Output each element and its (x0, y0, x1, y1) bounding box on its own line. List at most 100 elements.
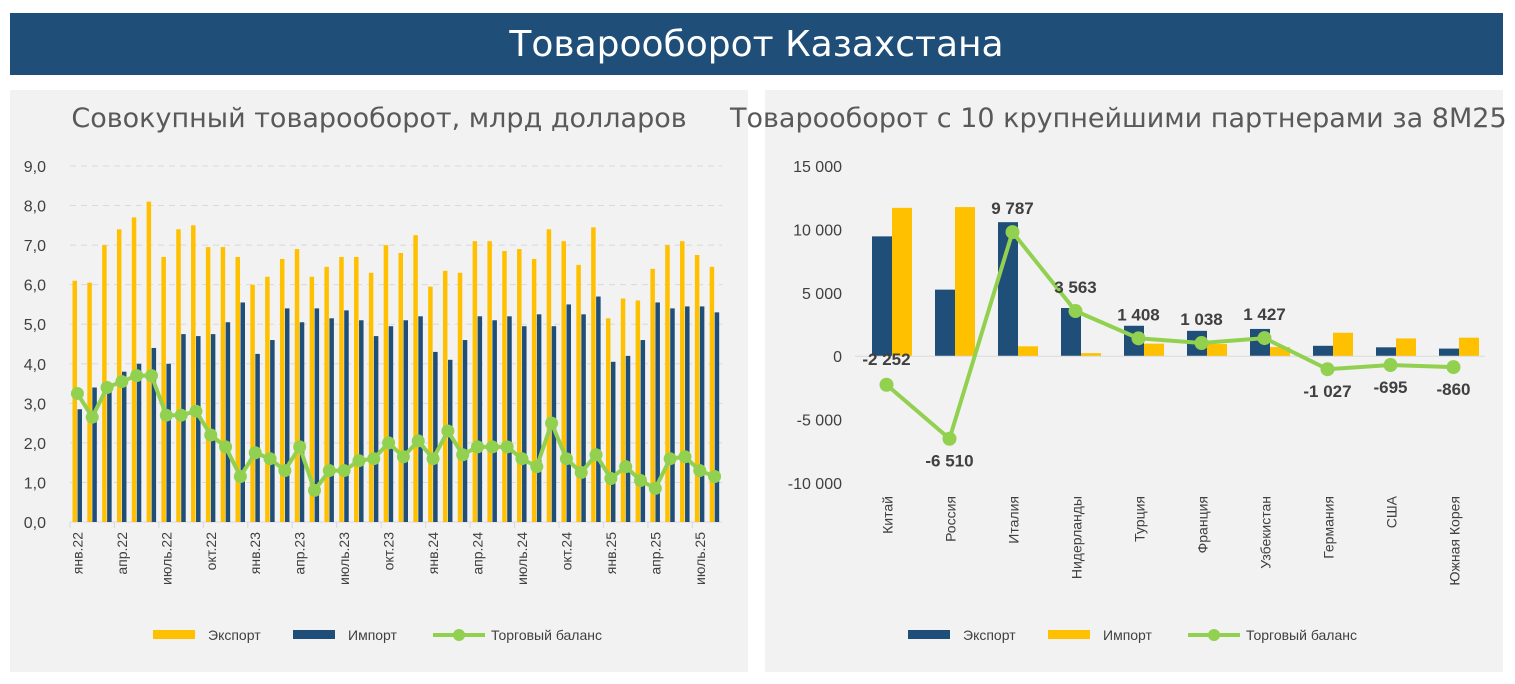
balance-point (456, 448, 470, 462)
import-bar (255, 353, 260, 522)
import-bar (299, 322, 305, 522)
import-bar (314, 308, 320, 522)
balance-point (352, 454, 366, 468)
export-bar (116, 229, 122, 523)
legend-label: Торговый баланс (491, 627, 602, 643)
legend-swatch-1 (293, 630, 335, 639)
balance-point (708, 470, 722, 484)
export-bar (146, 201, 152, 522)
balance-point (589, 448, 603, 462)
balance-point (619, 460, 633, 474)
export-bar (161, 256, 166, 522)
export-bar (428, 286, 433, 522)
import-bar (581, 314, 586, 522)
export-bar (531, 258, 537, 522)
y-tick-label: 1,0 (24, 475, 46, 492)
import-bar (403, 320, 408, 522)
balance-point (337, 464, 351, 478)
export-bar (665, 245, 670, 522)
balance-point (515, 452, 529, 466)
x-tick-label: апр.25 (647, 532, 663, 575)
y-tick-label: 0,0 (24, 515, 46, 532)
x-tick-label: апр.23 (292, 532, 308, 575)
y-tick-label: 2,0 (24, 436, 46, 453)
x-tick-label: янв.23 (247, 532, 263, 574)
balance-point (367, 452, 381, 466)
balance-point (485, 440, 499, 454)
balance-point (545, 416, 559, 430)
balance-point (604, 471, 618, 485)
balance-point (308, 483, 321, 497)
balance-point (382, 436, 396, 450)
import-bar (166, 363, 171, 522)
import-bar (77, 409, 82, 522)
import-bar (151, 347, 157, 522)
import-bar (225, 322, 231, 522)
import-bar (107, 391, 112, 522)
import-bar (136, 363, 142, 522)
legend-label: Экспорт (208, 627, 261, 643)
export-bar (487, 241, 492, 522)
export-bar (561, 241, 566, 522)
balance-point (145, 369, 158, 383)
export-bar (635, 300, 641, 522)
import-bar (373, 336, 379, 522)
export-bar (650, 268, 655, 522)
import-bar (359, 320, 364, 522)
balance-point (219, 440, 233, 454)
import-bar (210, 334, 216, 522)
x-tick-label: янв.22 (69, 532, 85, 574)
balance-point (396, 450, 410, 464)
export-bar (205, 247, 211, 523)
import-bar (329, 318, 334, 522)
import-bar (507, 316, 512, 522)
export-bar (398, 253, 403, 522)
import-bar (418, 316, 423, 522)
export-bar (576, 264, 581, 522)
export-bar (517, 249, 522, 523)
balance-point (263, 452, 277, 466)
y-tick-label: 8,0 (24, 199, 46, 216)
export-bar (191, 225, 196, 523)
balance-point (634, 473, 647, 487)
export-bar (250, 284, 255, 522)
export-bar (265, 276, 270, 522)
export-bar (591, 227, 596, 523)
export-bar (220, 247, 226, 523)
import-bar (522, 326, 527, 522)
import-bar (610, 361, 616, 522)
export-bar (87, 282, 92, 522)
import-bar (640, 340, 646, 522)
import-bar (462, 340, 468, 522)
x-tick-label: окт.22 (203, 532, 219, 571)
import-bar (625, 355, 631, 522)
balance-point (663, 452, 677, 466)
import-bar (433, 351, 438, 522)
export-bar (176, 229, 181, 523)
export-bar (324, 266, 329, 522)
legend-swatch-0 (153, 630, 195, 639)
balance-point (678, 450, 692, 464)
y-tick-label: 5,0 (24, 317, 46, 334)
export-bar (413, 235, 418, 522)
export-bar (457, 272, 463, 522)
import-bar (685, 306, 690, 522)
balance-point (648, 481, 662, 495)
balance-point (70, 386, 84, 400)
balance-point (322, 464, 336, 478)
balance-point (189, 404, 203, 418)
import-bar (240, 302, 245, 522)
export-bar (620, 298, 626, 522)
x-tick-label: июль.25 (692, 532, 708, 585)
balance-point (500, 440, 514, 454)
export-bar (131, 217, 137, 522)
import-bar (566, 304, 571, 522)
balance-point (471, 440, 484, 454)
export-bar (709, 266, 715, 522)
balance-line (75, 373, 716, 495)
export-bar (472, 241, 478, 522)
balance-point (85, 410, 99, 424)
export-bar (294, 249, 300, 523)
import-bar (536, 314, 542, 522)
import-bar (121, 371, 127, 522)
